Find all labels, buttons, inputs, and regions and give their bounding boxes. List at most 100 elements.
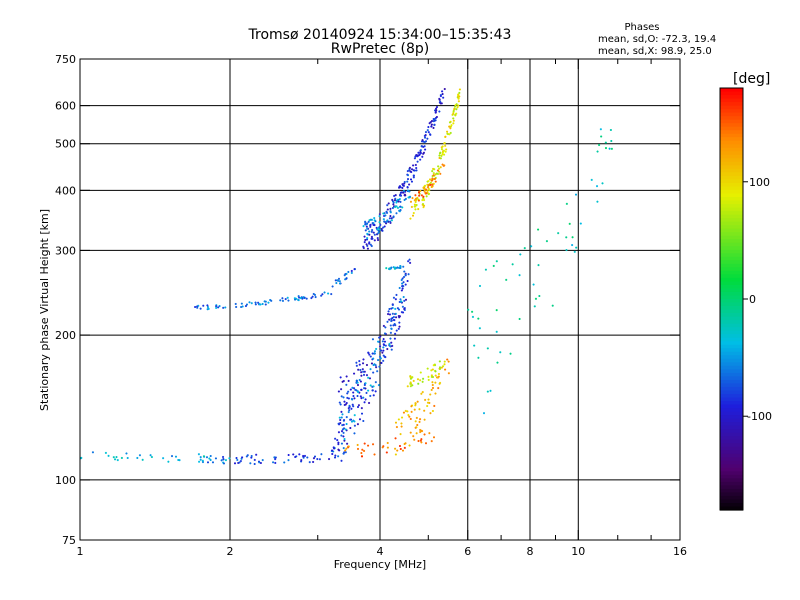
- data-point: [340, 434, 343, 437]
- data-point: [394, 453, 397, 456]
- data-point: [331, 449, 334, 452]
- data-point: [380, 361, 383, 364]
- data-point: [573, 250, 576, 253]
- data-point: [369, 223, 372, 226]
- data-point: [335, 282, 338, 285]
- data-point: [371, 389, 374, 392]
- data-point: [365, 225, 368, 228]
- data-point: [373, 239, 376, 242]
- data-point: [419, 431, 422, 434]
- data-point: [222, 462, 225, 465]
- data-point: [565, 236, 568, 239]
- colorbar-segment: [720, 467, 743, 472]
- data-point: [430, 388, 433, 391]
- colorbar-segment: [720, 450, 743, 455]
- data-point: [400, 279, 403, 282]
- data-point: [419, 379, 422, 382]
- data-point: [407, 273, 410, 276]
- data-point: [355, 364, 358, 367]
- data-point: [385, 451, 388, 454]
- data-point: [283, 461, 286, 464]
- data-point: [420, 145, 423, 148]
- data-point: [604, 147, 607, 150]
- data-point: [401, 277, 404, 280]
- data-point: [379, 345, 382, 348]
- colorbar-segment: [720, 186, 743, 191]
- data-point: [413, 408, 416, 411]
- data-point: [281, 299, 284, 302]
- data-point: [394, 307, 397, 310]
- data-point: [368, 377, 371, 380]
- data-point: [343, 427, 346, 430]
- data-point: [367, 220, 370, 223]
- colorbar-segment: [720, 165, 743, 170]
- data-point: [418, 194, 421, 197]
- data-point: [218, 305, 221, 308]
- data-point: [571, 244, 574, 247]
- data-point: [449, 127, 452, 130]
- data-point: [428, 122, 431, 125]
- data-point: [343, 400, 346, 403]
- data-point: [372, 394, 375, 397]
- data-point: [534, 297, 537, 300]
- data-point: [351, 403, 354, 406]
- y-tick-label: 500: [55, 138, 76, 151]
- colorbar-segment: [720, 411, 743, 416]
- data-point: [454, 113, 457, 116]
- data-point: [344, 449, 347, 452]
- data-point: [392, 318, 395, 321]
- data-point: [368, 219, 371, 222]
- colorbar-segment: [720, 295, 743, 300]
- data-point: [409, 200, 412, 203]
- data-point: [255, 453, 258, 456]
- data-point: [402, 296, 405, 299]
- data-point: [259, 462, 262, 465]
- data-point: [390, 320, 393, 323]
- data-point: [390, 341, 393, 344]
- data-point: [393, 337, 396, 340]
- data-point: [421, 155, 424, 158]
- data-point: [417, 151, 420, 154]
- colorbar-segment: [720, 116, 743, 121]
- data-point: [408, 166, 411, 169]
- data-point: [392, 201, 395, 204]
- data-point: [420, 441, 423, 444]
- data-point: [395, 426, 398, 429]
- data-point: [367, 376, 370, 379]
- data-point: [401, 305, 404, 308]
- data-point: [369, 225, 372, 228]
- data-point: [443, 363, 446, 366]
- data-point: [427, 378, 430, 381]
- data-point: [334, 437, 337, 440]
- data-point: [381, 340, 384, 343]
- data-point: [347, 445, 350, 448]
- data-point: [395, 316, 398, 319]
- data-point: [347, 270, 350, 273]
- data-point: [254, 303, 257, 306]
- data-point: [384, 326, 387, 329]
- data-point: [419, 189, 422, 192]
- data-point: [199, 456, 202, 459]
- data-point: [340, 395, 343, 398]
- data-point: [565, 202, 568, 205]
- colorbar-segment: [720, 488, 743, 494]
- data-point: [408, 415, 411, 418]
- data-point: [379, 335, 382, 338]
- colorbar-segment: [720, 207, 743, 212]
- data-point: [303, 454, 306, 457]
- data-point: [452, 109, 455, 112]
- y-tick-label: 75: [62, 534, 76, 547]
- data-point: [384, 344, 387, 347]
- data-point: [423, 418, 426, 421]
- data-point: [377, 384, 380, 387]
- data-point: [415, 169, 418, 172]
- data-point: [378, 365, 381, 368]
- data-point: [400, 191, 403, 194]
- data-point: [424, 398, 427, 401]
- data-point: [415, 203, 418, 206]
- data-point: [412, 174, 415, 177]
- data-point: [404, 283, 407, 286]
- data-point: [234, 302, 237, 305]
- colorbar-segment: [720, 189, 743, 195]
- data-point: [370, 230, 373, 233]
